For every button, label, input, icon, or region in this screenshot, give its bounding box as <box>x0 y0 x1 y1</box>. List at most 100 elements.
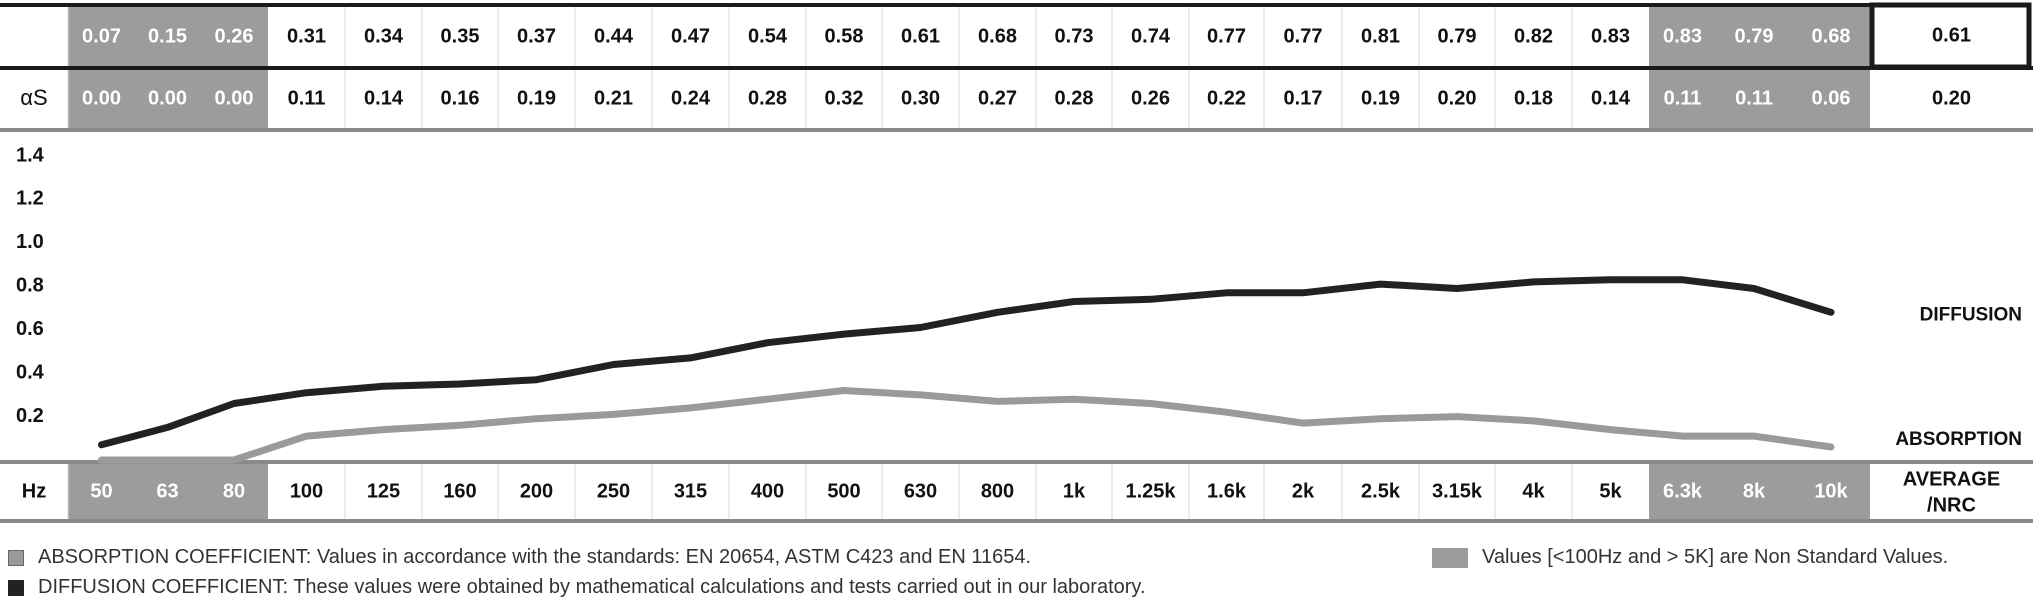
diffusion-value: 0.83 <box>1591 25 1630 47</box>
absorption-value: 0.17 <box>1284 87 1323 109</box>
diffusion-series-label: DIFFUSION <box>1920 304 2022 325</box>
legend-diffusion: DIFFUSION COEFFICIENT: These values were… <box>8 576 1146 599</box>
frequency-tick-label: 8k <box>1743 480 1766 502</box>
absorption-value: 0.19 <box>1361 87 1400 109</box>
frequency-tick-label: 2.5k <box>1361 480 1401 502</box>
frequency-row-nonstandard-low <box>68 462 268 521</box>
diffusion-line <box>98 276 1835 449</box>
frequency-tick-label: 1k <box>1063 480 1086 502</box>
diffusion-row-nonstandard-high <box>1649 5 1870 68</box>
diffusion-value: 0.77 <box>1284 25 1323 47</box>
average-label: AVERAGE <box>1903 468 2000 490</box>
absorption-row-nonstandard-high <box>1649 68 1870 130</box>
diffusion-value: 0.15 <box>148 25 187 47</box>
nrc-label: /NRC <box>1927 494 1976 516</box>
diffusion-value: 0.35 <box>441 25 480 47</box>
frequency-tick-label: 2k <box>1292 480 1315 502</box>
y-tick-label: 1.2 <box>16 188 44 210</box>
absorption-value: 0.16 <box>441 87 480 109</box>
diffusion-value: 0.58 <box>825 25 864 47</box>
diffusion-value: 0.79 <box>1735 25 1774 47</box>
diffusion-value: 0.31 <box>287 25 326 47</box>
absorption-value: 0.27 <box>978 87 1017 109</box>
absorption-value: 0.28 <box>748 87 787 109</box>
legend-non-standard-text: Values [<100Hz and > 5K] are Non Standar… <box>1482 546 1949 568</box>
frequency-tick-label: 315 <box>674 480 707 502</box>
absorption-value: 0.30 <box>901 87 940 109</box>
absorption-value: 0.19 <box>517 87 556 109</box>
absorption-value: 0.14 <box>364 87 404 109</box>
frequency-tick-label: 50 <box>90 480 112 502</box>
absorption-value: 0.11 <box>288 87 326 109</box>
absorption-value: 0.11 <box>1664 87 1702 109</box>
absorption-value: 0.00 <box>82 87 121 109</box>
absorption-value: 0.28 <box>1055 87 1094 109</box>
absorption-series-label: ABSORPTION <box>1895 429 2022 450</box>
diffusion-value: 0.82 <box>1514 25 1553 47</box>
diffusion-average-value: 0.61 <box>1932 24 1971 46</box>
diffusion-value: 0.37 <box>517 25 556 47</box>
absorption-value: 0.26 <box>1131 87 1170 109</box>
legend-absorption: ABSORPTION COEFFICIENT: Values in accord… <box>8 546 1031 569</box>
frequency-tick-label: 5k <box>1599 480 1622 502</box>
diffusion-value: 0.07 <box>82 25 121 47</box>
absorption-row-nonstandard-low <box>68 68 268 130</box>
diffusion-value: 0.68 <box>978 25 1017 47</box>
y-tick-label: 1.0 <box>16 231 44 253</box>
absorption-value: 0.20 <box>1438 87 1477 109</box>
frequency-tick-label: 125 <box>367 480 400 502</box>
frequency-tick-label: 800 <box>981 480 1014 502</box>
diffusion-value: 0.74 <box>1131 25 1171 47</box>
diffusion-value: 0.83 <box>1663 25 1702 47</box>
frequency-tick-label: 80 <box>223 480 245 502</box>
y-tick-label: 0.8 <box>16 275 44 297</box>
absorption-value: 0.00 <box>215 87 254 109</box>
absorption-row-label: αS <box>20 85 47 110</box>
absorption-average-value: 0.20 <box>1932 87 1971 109</box>
diffusion-value: 0.81 <box>1361 25 1400 47</box>
diffusion-value: 0.44 <box>594 25 634 47</box>
legend-absorption-text: ABSORPTION COEFFICIENT: Values in accord… <box>38 546 1032 568</box>
absorption-value: 0.24 <box>671 87 711 109</box>
diffusion-row-nonstandard-low <box>68 5 268 68</box>
frequency-tick-label: 4k <box>1522 480 1545 502</box>
diffusion-value: 0.26 <box>215 25 254 47</box>
frequency-tick-label: 200 <box>520 480 553 502</box>
diffusion-value: 0.73 <box>1055 25 1094 47</box>
frequency-tick-label: 100 <box>290 480 323 502</box>
diffusion-value: 0.61 <box>901 25 940 47</box>
absorption-value: 0.22 <box>1207 87 1246 109</box>
frequency-tick-label: 3.15k <box>1432 480 1483 502</box>
absorption-swatch-icon <box>8 549 24 566</box>
diffusion-value: 0.68 <box>1812 25 1851 47</box>
frequency-tick-label: 400 <box>751 480 784 502</box>
y-tick-label: 0.2 <box>16 405 44 427</box>
diffusion-value: 0.79 <box>1438 25 1477 47</box>
absorption-value: 0.06 <box>1812 87 1851 109</box>
diffusion-value: 0.47 <box>671 25 710 47</box>
y-tick-label: 1.4 <box>16 144 45 166</box>
frequency-tick-label: 6.3k <box>1663 480 1703 502</box>
absorption-value: 0.11 <box>1735 87 1773 109</box>
absorption-line <box>98 387 1835 464</box>
diffusion-value: 0.34 <box>364 25 404 47</box>
frequency-tick-label: 250 <box>597 480 630 502</box>
frequency-tick-label: 1.6k <box>1207 480 1247 502</box>
absorption-value: 0.32 <box>825 87 864 109</box>
frequency-tick-label: 63 <box>156 480 178 502</box>
diffusion-swatch-icon <box>8 579 24 596</box>
diffusion-average-box <box>1869 2 2032 70</box>
frequency-tick-label: 500 <box>827 480 860 502</box>
y-tick-label: 0.4 <box>16 361 45 383</box>
absorption-value: 0.21 <box>594 87 633 109</box>
frequency-row-label: Hz <box>22 480 46 502</box>
frequency-tick-label: 160 <box>443 480 476 502</box>
y-tick-label: 0.6 <box>16 318 44 340</box>
absorption-value: 0.14 <box>1591 87 1631 109</box>
frequency-tick-label: 10k <box>1814 480 1848 502</box>
non-standard-swatch-icon <box>1432 547 1468 568</box>
frequency-tick-label: 630 <box>904 480 937 502</box>
absorption-value: 0.00 <box>148 87 187 109</box>
frequency-tick-label: 1.25k <box>1125 480 1176 502</box>
